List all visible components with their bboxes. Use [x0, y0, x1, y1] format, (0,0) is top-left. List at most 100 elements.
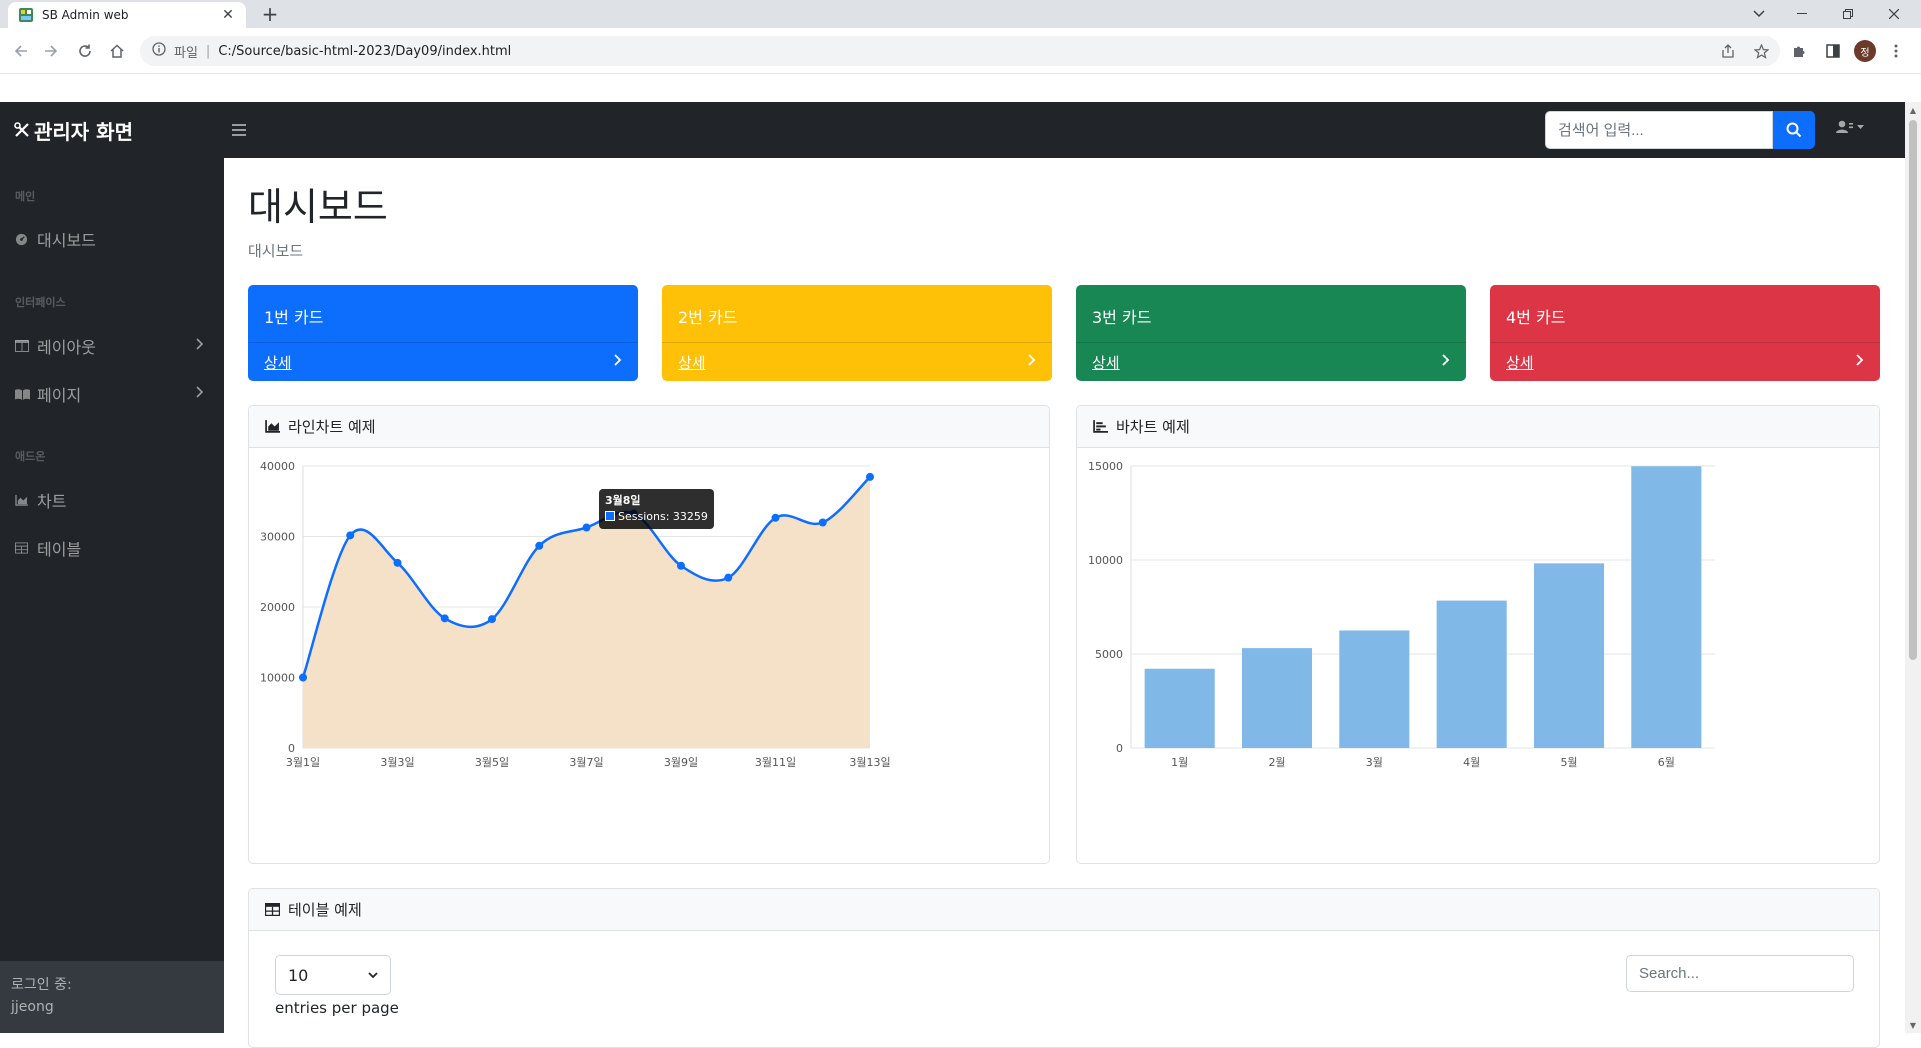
sidebar-item-label: 대시보드: [37, 231, 96, 250]
restore-icon[interactable]: [1826, 0, 1870, 28]
browser-tab[interactable]: SB Admin web ✕: [8, 2, 246, 28]
sidebar-item-label: 차트: [37, 492, 67, 511]
chart-bar-icon: [1093, 420, 1108, 433]
address-bar[interactable]: 파일 | C:/Source/basic-html-2023/Day09/ind…: [140, 36, 1780, 66]
browser-toolbar: 파일 | C:/Source/basic-html-2023/Day09/ind…: [0, 28, 1921, 74]
sidebar-heading-interface: 인터페이스: [15, 296, 66, 309]
chevron-right-icon: [1028, 354, 1036, 370]
navbar-search-button[interactable]: [1773, 111, 1815, 149]
data-point: [771, 513, 780, 522]
page-scrollbar[interactable]: ▲ ▼: [1905, 102, 1921, 1033]
card-footer: 상세: [1490, 342, 1880, 381]
sidebar-item-tables[interactable]: 테이블: [0, 528, 224, 568]
x-tick-label: 3월1일: [286, 755, 320, 769]
user-dropdown[interactable]: [1836, 120, 1864, 134]
page-title: 대시보드: [248, 185, 388, 229]
card-title: 4번 카드: [1506, 308, 1566, 327]
columns-icon: [15, 340, 37, 352]
scroll-down-icon[interactable]: ▼: [1909, 1020, 1917, 1030]
sidebar-item-pages[interactable]: 페이지: [0, 374, 224, 414]
logged-in-label: 로그인 중:: [11, 977, 72, 993]
navbar-search-input[interactable]: [1545, 111, 1773, 149]
line-chart[interactable]: 0 10000 20000 30000 40000 3월1일 3월3일 3월5일 3월7일 3월9…: [249, 448, 1049, 863]
tooltip-title: 3월8일: [605, 494, 641, 507]
bar-chart[interactable]: 0 5000 10000 15000 1월 2월 3월 4월 5월 6월: [1077, 448, 1879, 863]
share-icon[interactable]: [1717, 40, 1739, 62]
minimize-icon[interactable]: [1780, 0, 1824, 28]
x-tick-label: 3월3일: [380, 755, 414, 769]
book-open-icon: [15, 388, 37, 400]
tab-close-icon[interactable]: ✕: [222, 7, 234, 23]
back-arrow-icon[interactable]: [8, 38, 34, 64]
tooltip-label: Sessions: 33259: [618, 510, 708, 523]
sidebar-item-dashboard[interactable]: 대시보드: [0, 219, 224, 259]
stat-card-2: 2번 카드 상세: [662, 285, 1052, 381]
chevron-right-icon: [1442, 354, 1450, 370]
side-panel-icon[interactable]: [1822, 40, 1844, 62]
y-tick-label: 40000: [260, 460, 295, 473]
x-tick-label: 4월: [1463, 756, 1480, 769]
stat-card-1: 1번 카드 상세: [248, 285, 638, 381]
y-tick-label: 20000: [260, 601, 295, 614]
sidebar-heading-main: 메인: [15, 190, 36, 203]
card-footer: 상세: [1076, 342, 1466, 381]
card-detail-link[interactable]: 상세: [678, 353, 706, 372]
sidebar-item-layout[interactable]: 레이아웃: [0, 326, 224, 366]
y-tick-label: 0: [1116, 742, 1123, 755]
card-detail-link[interactable]: 상세: [1092, 353, 1120, 372]
bar: [1631, 466, 1702, 748]
card-detail-link[interactable]: 상세: [264, 353, 292, 372]
table-icon: [15, 542, 37, 554]
data-point: [677, 561, 685, 570]
table-header: 테이블 예제: [249, 889, 1879, 931]
card-title: 1번 카드: [264, 308, 324, 327]
table-search-input[interactable]: [1626, 955, 1854, 992]
page-length-value: 10: [288, 965, 309, 985]
table-title: 테이블 예제: [288, 901, 362, 919]
top-navbar: 관리자 화면: [0, 102, 1905, 158]
scroll-up-icon[interactable]: ▲: [1909, 105, 1917, 115]
scroll-thumb[interactable]: [1909, 120, 1917, 660]
chevron-right-icon: [196, 386, 204, 402]
line-chart-panel: 라인차트 예제 0 10000 20000 30000 40000 3월1일 3월3일 3월5…: [248, 405, 1050, 864]
bar: [1339, 630, 1410, 748]
home-icon[interactable]: [104, 38, 130, 64]
window-close-icon[interactable]: [1872, 0, 1916, 28]
page-length-select[interactable]: 10: [275, 955, 391, 995]
extensions-puzzle-icon[interactable]: [1788, 40, 1810, 62]
browser-menu-icon[interactable]: [1885, 40, 1907, 62]
sidebar-toggle-icon[interactable]: [232, 120, 246, 141]
chart-area-icon: [265, 420, 280, 433]
data-point: [582, 523, 591, 532]
bookmark-star-icon[interactable]: [1750, 40, 1772, 62]
profile-avatar[interactable]: 정: [1854, 40, 1876, 62]
breadcrumb: 대시보드: [248, 242, 304, 260]
data-point: [724, 573, 733, 582]
data-point: [393, 558, 402, 567]
chevron-right-icon: [196, 338, 204, 354]
x-tick-label: 3월9일: [664, 755, 698, 769]
sidebar-item-charts[interactable]: 차트: [0, 480, 224, 520]
x-tick-label: 3월7일: [569, 755, 603, 769]
new-tab-icon[interactable]: +: [261, 2, 279, 26]
card-detail-link[interactable]: 상세: [1506, 353, 1534, 372]
site-info-icon[interactable]: [152, 42, 166, 60]
reload-icon[interactable]: [72, 38, 98, 64]
tab-search-chevron-icon[interactable]: [1737, 0, 1781, 28]
y-tick-label: 10000: [1088, 554, 1123, 567]
url-separator: |: [205, 43, 211, 59]
bar-chart-panel: 바차트 예제 0 5000 10000 15000 1월 2월 3월 4월 5월 6월: [1076, 405, 1880, 864]
x-tick-label: 3월13일: [849, 755, 890, 769]
bar: [1241, 648, 1313, 748]
navbar-search: [1545, 111, 1815, 149]
sidebar-heading-addons: 애드온: [15, 450, 46, 463]
data-point: [299, 673, 307, 682]
data-point: [488, 615, 496, 624]
data-point: [866, 472, 874, 481]
y-tick-label: 5000: [1095, 648, 1123, 661]
brand-link[interactable]: 관리자 화면: [14, 102, 133, 158]
x-tick-label: 2월: [1268, 756, 1285, 769]
forward-arrow-icon[interactable]: [38, 38, 64, 64]
series-area: [303, 476, 870, 748]
bar: [1436, 600, 1507, 748]
